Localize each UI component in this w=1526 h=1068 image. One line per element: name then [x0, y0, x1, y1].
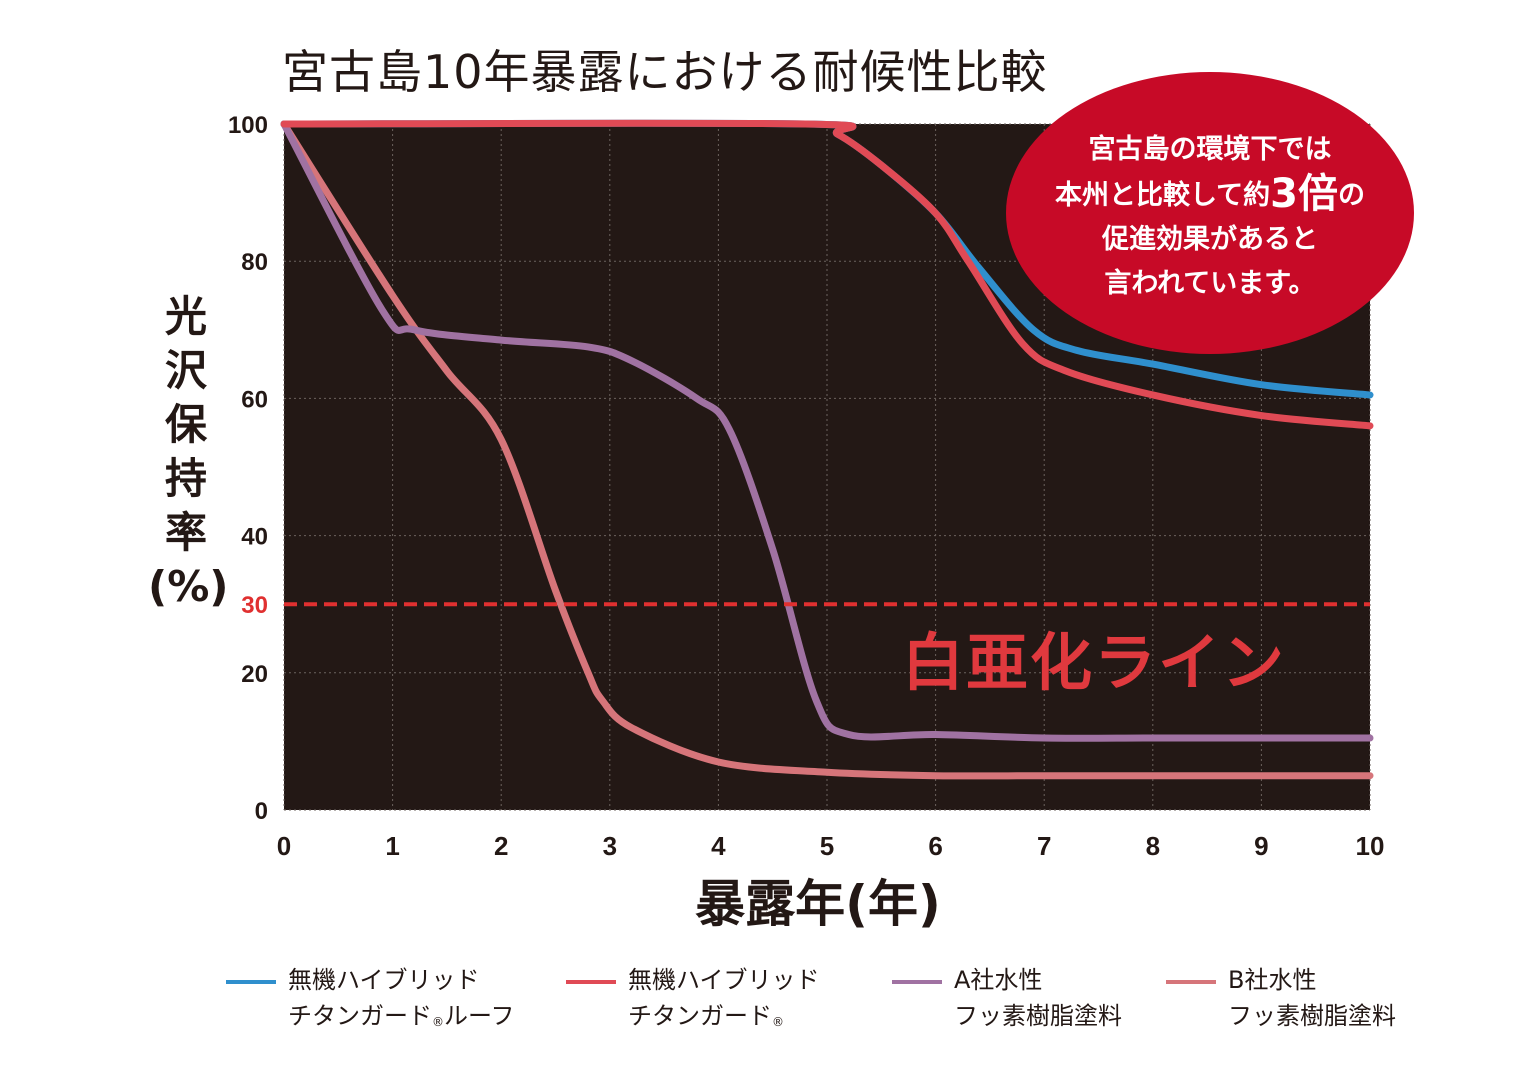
x-tick-label: 10	[1356, 831, 1385, 861]
series-line-b-company	[280, 120, 1374, 780]
callout-line-3: 促進効果があると	[1102, 224, 1318, 255]
legend-label: フッ素樹脂塗料	[1228, 1002, 1396, 1030]
x-tick-label: 8	[1146, 831, 1160, 861]
legend-label: チタンガード	[288, 1002, 432, 1030]
callout-line-4: 言われています。	[1104, 268, 1316, 299]
x-tick-label: 9	[1254, 831, 1268, 861]
legend-item-titanguard: 無機ハイブリッド チタンガード®	[566, 962, 866, 1032]
x-tick-label: 3	[603, 831, 617, 861]
legend-label: ルーフ	[444, 1002, 515, 1030]
legend-item-roof: 無機ハイブリッド チタンガード®ルーフ	[226, 962, 546, 1032]
legend-swatch	[1166, 980, 1216, 984]
x-tick-label: 1	[385, 831, 399, 861]
x-tick-label: 7	[1037, 831, 1051, 861]
callout-emphasis: 3倍	[1270, 171, 1339, 217]
registered-mark: ®	[772, 1015, 784, 1029]
legend-label: 無機ハイブリッド	[628, 966, 820, 994]
legend-swatch	[892, 980, 942, 984]
chalking-line-label: 白亜化ライン	[902, 626, 1287, 699]
y-axis-label-char: 率	[164, 508, 207, 557]
series-lines	[280, 119, 1374, 780]
legend-swatch	[226, 980, 276, 984]
y-tick-label: 20	[241, 661, 268, 688]
x-axis-ticks: 0 1 2 3 4 5 6 7 8 9 10	[277, 831, 1385, 861]
x-tick-label: 0	[277, 831, 291, 861]
registered-mark: ®	[432, 1015, 444, 1029]
x-tick-label: 2	[494, 831, 508, 861]
y-axis-label-char: 沢	[164, 346, 207, 395]
legend-label: チタンガード	[628, 1002, 772, 1030]
callout-line-1: 宮古島の環境下では	[1088, 134, 1332, 165]
y-axis-label-char: (%)	[148, 562, 229, 611]
y-tick-label: 0	[255, 798, 268, 825]
y-axis-label-char: 保	[164, 400, 207, 449]
y-tick-label: 40	[241, 524, 268, 551]
series-line-titanguard	[280, 119, 1374, 430]
legend-label: B社水性	[1228, 966, 1317, 994]
legend-label: A社水性	[954, 966, 1043, 994]
legend-item-b-company: B社水性 フッ素樹脂塗料	[1166, 962, 1426, 1032]
x-tick-label: 6	[928, 831, 942, 861]
y-tick-label: 60	[241, 386, 268, 413]
y-axis-ticks: 0 20 40 60 80 100	[228, 112, 268, 825]
series-line-a-company	[280, 120, 1374, 742]
x-axis-label: 暴露年(年)	[695, 875, 941, 933]
threshold-tick-label: 30	[241, 592, 268, 619]
x-tick-label: 4	[711, 831, 726, 861]
y-tick-label: 80	[241, 249, 268, 276]
y-axis-label-char: 光	[164, 292, 207, 341]
callout-bubble: 宮古島の環境下では 本州と比較して約3倍の 促進効果があると 言われています。	[1006, 72, 1414, 354]
chart-title: 宮古島10年暴露における耐候性比較	[282, 45, 1048, 99]
x-tick-label: 5	[820, 831, 834, 861]
legend-item-a-company: A社水性 フッ素樹脂塗料	[892, 962, 1152, 1032]
y-axis-label-char: 持	[164, 454, 207, 503]
y-axis-label: 光 沢 保 持 率 (%)	[148, 290, 229, 614]
legend-label: 無機ハイブリッド	[288, 966, 480, 994]
legend-label: フッ素樹脂塗料	[954, 1002, 1122, 1030]
legend-swatch	[566, 980, 616, 984]
callout-line-2: 本州と比較して約3倍の	[1054, 171, 1366, 217]
y-tick-label: 100	[228, 112, 268, 139]
